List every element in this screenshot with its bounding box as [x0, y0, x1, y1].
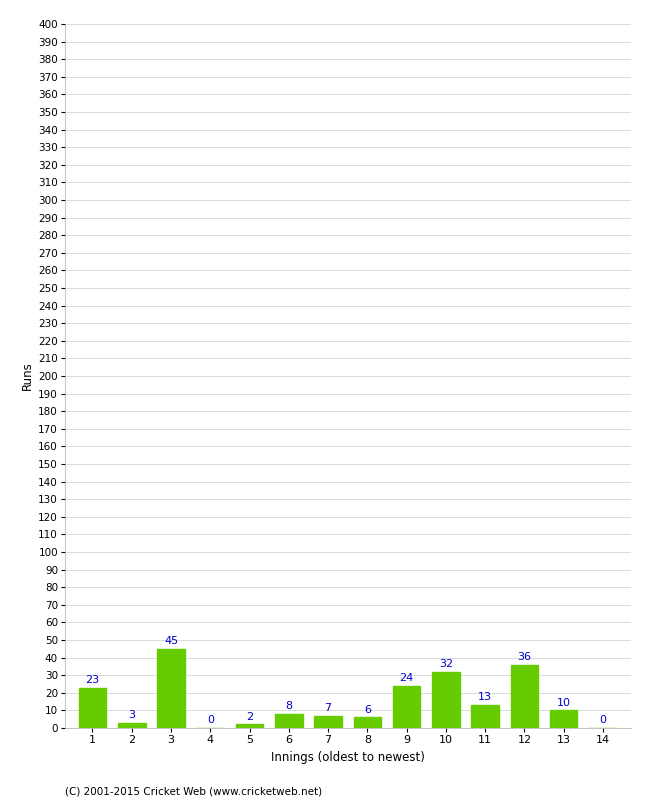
Text: 3: 3 [128, 710, 135, 720]
Text: 13: 13 [478, 693, 492, 702]
Y-axis label: Runs: Runs [21, 362, 34, 390]
Text: 8: 8 [285, 702, 293, 711]
Bar [118, 722, 146, 728]
Text: 7: 7 [324, 703, 332, 713]
Bar [236, 725, 263, 728]
Bar [511, 665, 538, 728]
Bar [315, 716, 342, 728]
Text: 0: 0 [207, 715, 214, 726]
X-axis label: Innings (oldest to newest): Innings (oldest to newest) [271, 750, 424, 763]
Bar [471, 705, 499, 728]
Text: 6: 6 [364, 705, 371, 715]
Bar [275, 714, 303, 728]
Bar [79, 687, 106, 728]
Text: 23: 23 [85, 675, 99, 685]
Text: (C) 2001-2015 Cricket Web (www.cricketweb.net): (C) 2001-2015 Cricket Web (www.cricketwe… [65, 786, 322, 796]
Bar [550, 710, 577, 728]
Bar [157, 649, 185, 728]
Bar [354, 718, 381, 728]
Text: 32: 32 [439, 659, 453, 669]
Bar [432, 672, 460, 728]
Text: 10: 10 [557, 698, 571, 708]
Text: 0: 0 [599, 715, 606, 726]
Text: 36: 36 [517, 652, 532, 662]
Text: 2: 2 [246, 712, 253, 722]
Text: 45: 45 [164, 636, 178, 646]
Bar [393, 686, 421, 728]
Text: 24: 24 [400, 673, 414, 683]
